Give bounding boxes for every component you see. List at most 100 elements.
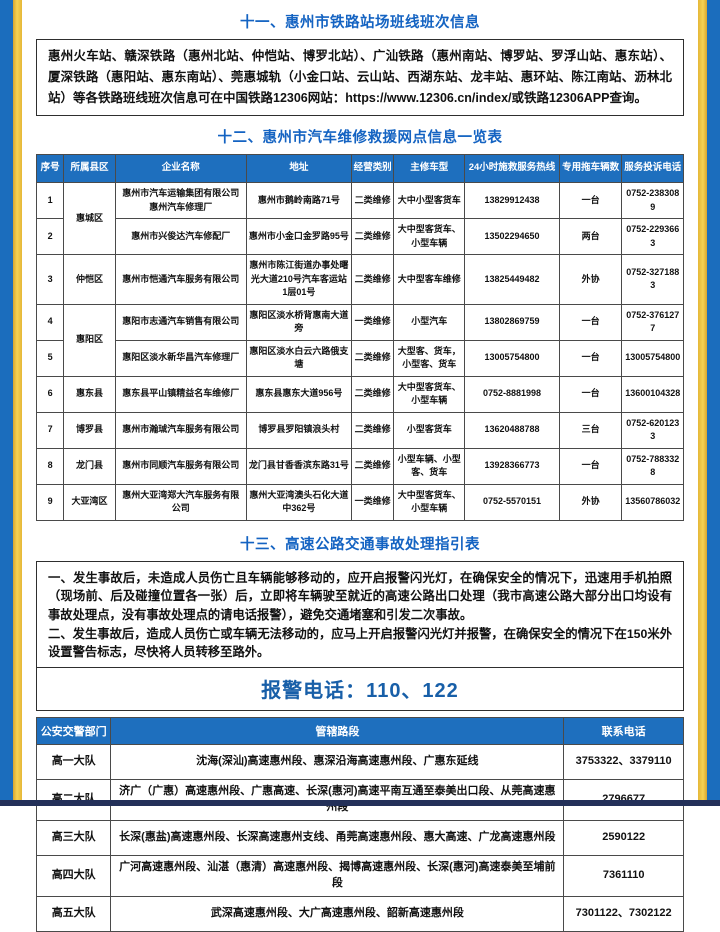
cell-company: 惠州市汽车运输集团有限公司惠州汽车修理厂 [114,182,247,219]
repair-table-row: 7 博罗县 惠州市瀚珹汽车服务有限公司 博罗县罗阳镇浪头村 二类维修 小型客货车 13620… [35,411,684,449]
cell-complaint-phone: 0752-7883328 [621,447,684,485]
cell-vehicle-type: 大中型客货车、小型车辆 [393,483,466,521]
cell-company: 惠阳区淡水新华昌汽车修理厂 [114,339,247,377]
cell-complaint-phone: 0752-2293663 [621,218,684,255]
cell-tow-trucks: 一台 [558,339,623,377]
traffic-table-body: 高一大队 沈海(深汕)高速惠州段、惠深沿海高速惠州段、广惠东延线 3753322、3… [35,743,684,932]
cell-hotline: 13802869759 [464,303,560,341]
cell-district: 大亚湾区 [63,483,116,521]
repair-table-body: 1 惠城区 惠州市汽车运输集团有限公司惠州汽车修理厂 惠州市鹅岭南路71号 二类维修 大中… [35,182,684,521]
cell-no: 1 [35,182,65,219]
cell-road-sections: 武深高速惠州段、大广高速惠州段、韶新高速惠州段 [110,895,565,932]
cell-hotline: 13502294650 [464,218,560,255]
cell-no: 7 [35,411,65,449]
cell-tow-trucks: 一台 [558,182,623,219]
alarm-phone-line: 报警电话：110、122 [261,679,459,702]
cell-category: 二类维修 [351,375,395,413]
traffic-table-row: 高四大队 广河高速惠州段、汕湛（惠清）高速惠州段、揭博高速惠州段、长深(惠河)高速… [35,854,684,897]
cell-category: 二类维修 [351,218,395,255]
cell-road-sections: 长深(惠盐)高速惠州段、长深高速惠州支线、甬莞高速惠州段、惠大高速、广龙高速惠州… [110,819,565,856]
cell-company: 惠州市兴俊达汽车修配厂 [114,218,247,255]
cell-vehicle-type: 小型客货车 [393,411,466,449]
cell-vehicle-type: 大中型客车维修 [393,254,466,305]
cell-complaint-phone: 13005754800 [621,339,684,377]
cell-hotline: 0752-8881998 [464,375,560,413]
railway-info-box: 惠州火车站、赣深铁路（惠州北站、仲恺站、博罗北站）、广汕铁路（惠州南站、博罗站、… [36,39,684,116]
cell-tow-trucks: 外协 [558,483,623,521]
traffic-header-1: 管辖路段 [110,716,565,745]
cell-address: 博罗县罗阳镇浪头村 [245,411,353,449]
cell-road-sections: 沈海(深汕)高速惠州段、惠深沿海高速惠州段、广惠东延线 [110,743,565,780]
repair-table-row: 4 惠阳区 惠阳市志通汽车销售有限公司 惠阳区淡水桥背惠南大道旁 一类维修 小型汽车 138… [35,303,684,377]
cell-category: 二类维修 [351,254,395,305]
traffic-table-row: 高一大队 沈海(深汕)高速惠州段、惠深沿海高速惠州段、广惠东延线 3753322、3… [35,743,684,780]
cell-complaint-phone: 0752-3271883 [621,254,684,305]
repair-table-row: 3 仲恺区 惠州市恺通汽车服务有限公司 惠州市陈江街道办事处曙光大道210号汽车客运站… [35,254,684,305]
cell-tow-trucks: 一台 [558,375,623,413]
cell-no: 2 [35,218,65,255]
accident-guide-text: 一、发生事故后，未造成人员伤亡且车辆能够移动的，应开启报警闪光灯，在确保安全的情… [37,562,683,668]
left-border-yellow-stripe [13,0,22,806]
repair-header-5: 主修车型 [393,154,466,183]
cell-no: 4 [35,303,65,341]
cell-vehicle-type: 大型客、货车，小型客、货车 [393,339,466,377]
cell-police-dept: 高四大队 [35,854,112,897]
cell-contact-phone: 7301122、7302122 [563,895,684,932]
cell-address: 惠州市陈江街道办事处曙光大道210号汽车客运站1层01号 [245,254,353,305]
cell-police-dept: 高三大队 [35,819,112,856]
cell-vehicle-type: 大中型客货车、小型车辆 [393,375,466,413]
12306-website-link[interactable]: https://www.12306.cn/index/ [345,91,512,105]
repair-table-row: 2 惠州市兴俊达汽车修配厂 惠州市小金口金罗路95号 二类维修 大中型客货车、小型车辆 1… [35,218,684,255]
cell-tow-trucks: 一台 [558,447,623,485]
cell-contact-phone: 7361110 [563,854,684,897]
repair-table-row: 9 大亚湾区 惠州大亚湾郑大汽车服务有限公司 惠州大亚湾澳头石化大道中362号 一类维修… [35,483,684,521]
guide-item-2: 二、发生事故后，造成人员伤亡或车辆无法移动的，应马上开启报警闪光灯并报警，在确保… [48,626,672,660]
cell-district: 龙门县 [63,447,116,485]
cell-tow-trucks: 两台 [558,218,623,255]
cell-category: 二类维修 [351,447,395,485]
bottom-navy-bar [0,800,720,806]
cell-complaint-phone: 0752-2383089 [621,182,684,219]
traffic-table-row: 高五大队 武深高速惠州段、大广高速惠州段、韶新高速惠州段 7301122、73021… [35,895,684,932]
cell-district: 博罗县 [63,411,116,449]
cell-hotline: 13620488788 [464,411,560,449]
cell-no: 9 [35,483,65,521]
repair-header-8: 服务投诉电话 [621,154,684,183]
cell-company: 惠州市同顺汽车服务有限公司 [114,447,247,485]
traffic-police-table: 公安交警部门 管辖路段 联系电话 高一大队 沈海(深汕)高速惠州段、惠深沿海高速惠州段… [35,716,684,932]
cell-address: 惠东县惠东大道956号 [245,375,353,413]
cell-category: 一类维修 [351,483,395,521]
cell-company: 惠州市瀚珹汽车服务有限公司 [114,411,247,449]
repair-table-row: 1 惠城区 惠州市汽车运输集团有限公司惠州汽车修理厂 惠州市鹅岭南路71号 二类维修 大中… [35,182,684,255]
traffic-table-row: 高三大队 长深(惠盐)高速惠州段、长深高速惠州支线、甬莞高速惠州段、惠大高速、广龙… [35,819,684,856]
repair-header-3: 地址 [245,154,353,183]
cell-address: 惠阳区淡水白云六路俄支塘 [245,339,353,377]
cell-address: 惠阳区淡水桥背惠南大道旁 [245,303,353,341]
cell-category: 二类维修 [351,339,395,377]
cell-hotline: 13825449482 [464,254,560,305]
guide-item-1: 一、发生事故后，未造成人员伤亡且车辆能够移动的，应开启报警闪光灯，在确保安全的情… [48,570,672,622]
cell-police-dept: 高一大队 [35,743,112,780]
cell-hotline: 13829912438 [464,182,560,219]
cell-road-sections: 广河高速惠州段、汕湛（惠清）高速惠州段、揭博高速惠州段、长深(惠河)高速泰美至埔… [110,854,565,897]
cell-no: 8 [35,447,65,485]
section12-title: 十二、惠州市汽车维修救援网点信息一览表 [217,130,503,146]
right-border-yellow-stripe [698,0,707,806]
railway-info-text-after: 或铁路12306APP查询。 [511,91,647,105]
cell-tow-trucks: 一台 [558,303,623,341]
cell-district: 惠城区 [63,182,116,255]
traffic-header-2: 联系电话 [563,716,684,745]
cell-no: 6 [35,375,65,413]
repair-header-4: 经营类别 [351,154,395,183]
cell-hotline: 13005754800 [464,339,560,377]
cell-contact-phone: 3753322、3379110 [563,743,684,780]
repair-table-row: 8 龙门县 惠州市同顺汽车服务有限公司 龙门县甘香香滨东路31号 二类维修 小型车辆、小型… [35,447,684,485]
cell-police-dept: 高五大队 [35,895,112,932]
cell-address: 惠州市鹅岭南路71号 [245,182,353,219]
cell-complaint-phone: 13560786032 [621,483,684,521]
railway-info-text: 惠州火车站、赣深铁路（惠州北站、仲恺站、博罗北站）、广汕铁路（惠州南站、博罗站、… [48,49,672,105]
cell-vehicle-type: 小型车辆、小型客、货车 [393,447,466,485]
cell-vehicle-type: 小型汽车 [393,303,466,341]
traffic-header-0: 公安交警部门 [35,716,112,745]
